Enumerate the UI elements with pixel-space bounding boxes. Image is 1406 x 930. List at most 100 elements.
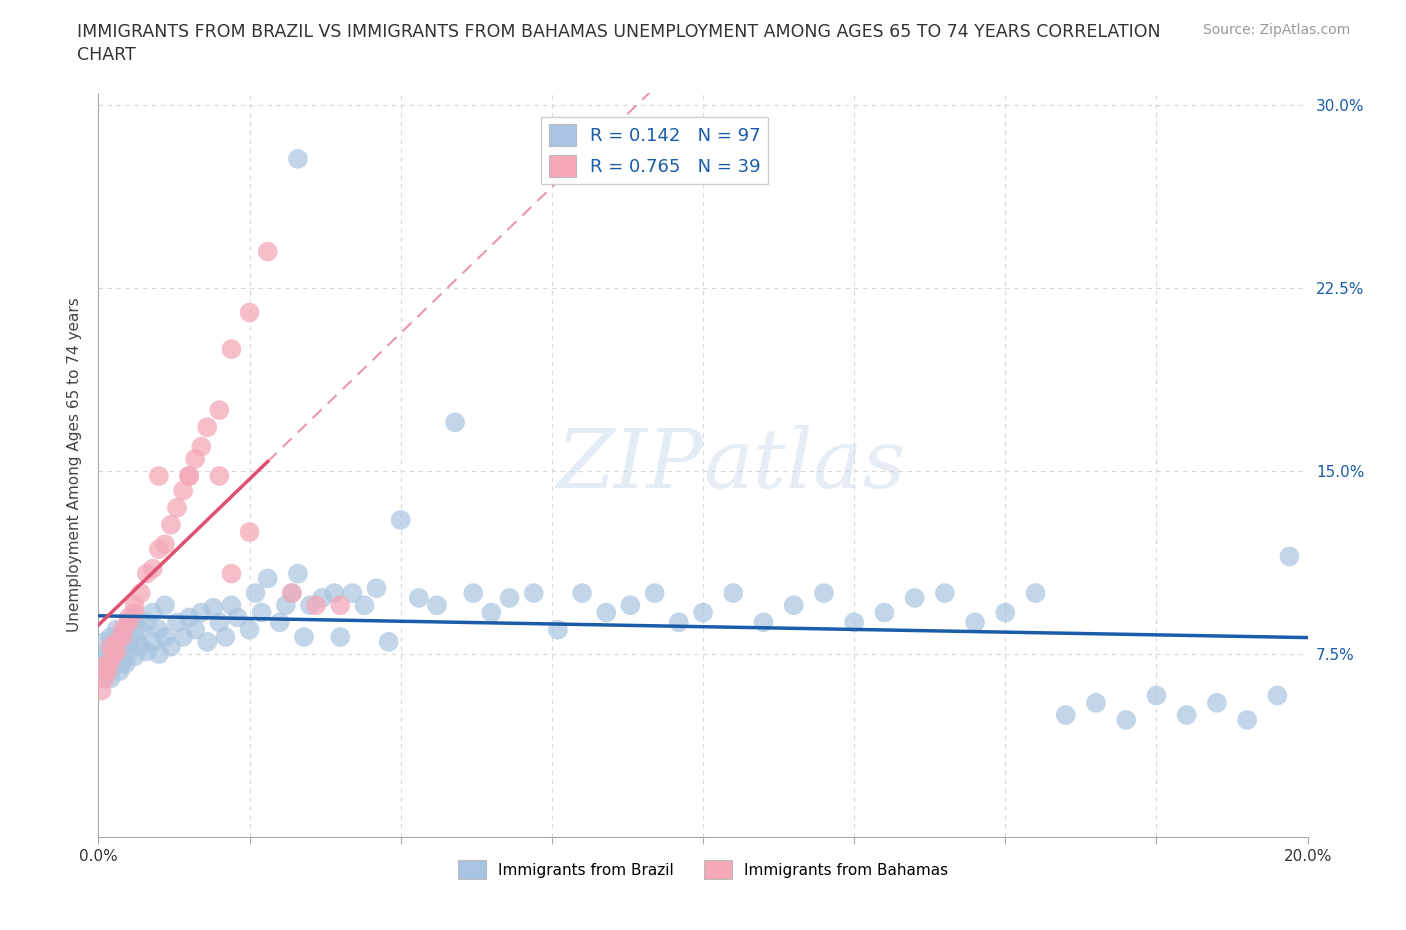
Point [221, 341, 243, 356]
Point [329, 630, 352, 644]
Point [118, 634, 141, 649]
Point [208, 469, 231, 484]
Point [239, 525, 262, 539]
Point [250, 605, 273, 620]
Point [93, 664, 115, 679]
Point [1175, 708, 1198, 723]
Point [90, 684, 112, 698]
Point [124, 630, 146, 644]
Point [377, 634, 399, 649]
Point [1206, 696, 1229, 711]
Point [813, 586, 835, 601]
Point [287, 566, 309, 581]
Point [190, 605, 212, 620]
Point [172, 484, 194, 498]
Point [179, 469, 201, 484]
Point [195, 634, 218, 649]
Point [444, 415, 467, 430]
Text: ZIP: ZIP [557, 425, 703, 505]
Point [619, 598, 641, 613]
Point [105, 634, 128, 649]
Point [281, 586, 304, 601]
Point [353, 598, 375, 613]
Point [93, 634, 115, 649]
Point [111, 622, 134, 637]
Point [184, 451, 207, 466]
Point [873, 605, 896, 620]
Point [281, 586, 304, 601]
Point [93, 658, 115, 673]
Point [904, 591, 927, 605]
Point [129, 622, 152, 637]
Point [1267, 688, 1289, 703]
Point [118, 610, 141, 625]
Point [100, 639, 122, 654]
Point [179, 469, 201, 484]
Point [256, 571, 278, 586]
Point [166, 500, 188, 515]
Point [153, 598, 176, 613]
Point [1236, 712, 1258, 727]
Point [105, 652, 128, 667]
Point [256, 244, 278, 259]
Point [329, 598, 352, 613]
Text: Source: ZipAtlas.com: Source: ZipAtlas.com [1202, 23, 1350, 37]
Point [105, 644, 128, 659]
Point [148, 541, 170, 556]
Point [105, 644, 128, 659]
Point [408, 591, 430, 605]
Point [1144, 688, 1167, 703]
Point [292, 630, 315, 644]
Point [269, 615, 291, 630]
Text: atlas: atlas [703, 425, 905, 505]
Point [481, 605, 503, 620]
Point [644, 586, 666, 601]
Point [208, 403, 231, 418]
Point [498, 591, 520, 605]
Point [595, 605, 617, 620]
Point [111, 654, 134, 669]
Point [142, 561, 165, 576]
Point [148, 469, 170, 484]
Point [1278, 549, 1301, 564]
Point [153, 630, 176, 644]
Point [111, 637, 134, 652]
Point [142, 634, 165, 649]
Point [142, 605, 165, 620]
Point [93, 671, 115, 686]
Point [571, 586, 593, 601]
Point [692, 605, 714, 620]
Point [342, 586, 364, 601]
Point [1115, 712, 1137, 727]
Point [994, 605, 1017, 620]
Legend: Immigrants from Brazil, Immigrants from Bahamas: Immigrants from Brazil, Immigrants from … [451, 855, 955, 885]
Point [934, 586, 956, 601]
Point [184, 622, 207, 637]
Point [108, 664, 131, 679]
Point [118, 644, 141, 659]
Point [311, 591, 333, 605]
Point [100, 654, 122, 669]
Point [96, 664, 118, 679]
Point [202, 600, 225, 615]
Point [844, 615, 866, 630]
Point [239, 622, 262, 637]
Point [105, 622, 128, 637]
Point [221, 566, 243, 581]
Point [179, 610, 201, 625]
Point [366, 580, 388, 595]
Point [190, 439, 212, 454]
Point [239, 305, 262, 320]
Point [426, 598, 449, 613]
Text: CHART: CHART [77, 46, 136, 64]
Point [153, 537, 176, 551]
Point [100, 630, 122, 644]
Point [323, 586, 346, 601]
Point [965, 615, 987, 630]
Point [752, 615, 775, 630]
Point [299, 598, 322, 613]
Point [118, 615, 141, 630]
Point [287, 152, 309, 166]
Point [214, 630, 236, 644]
Point [124, 649, 146, 664]
